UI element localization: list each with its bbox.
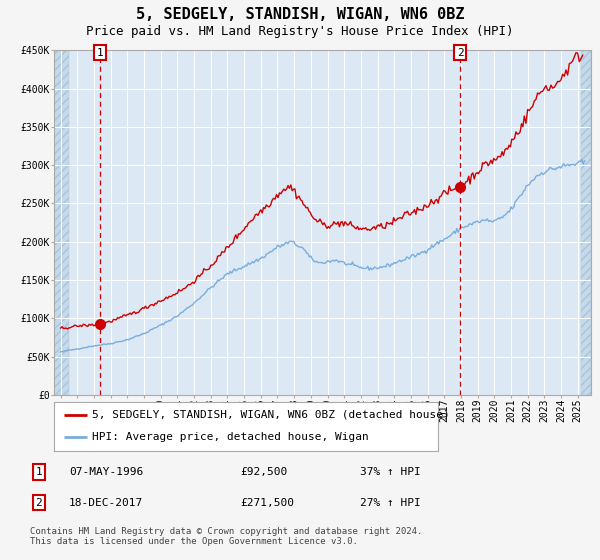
- Text: £271,500: £271,500: [240, 498, 294, 507]
- Text: Contains HM Land Registry data © Crown copyright and database right 2024.
This d: Contains HM Land Registry data © Crown c…: [30, 526, 422, 546]
- Text: 1: 1: [97, 48, 103, 58]
- Text: 2: 2: [457, 48, 464, 58]
- Text: 2: 2: [35, 498, 43, 507]
- Text: 07-MAY-1996: 07-MAY-1996: [69, 467, 143, 477]
- Text: 27% ↑ HPI: 27% ↑ HPI: [360, 498, 421, 507]
- Text: 18-DEC-2017: 18-DEC-2017: [69, 498, 143, 507]
- Text: 1: 1: [35, 467, 43, 477]
- Text: £92,500: £92,500: [240, 467, 287, 477]
- Text: 5, SEDGELY, STANDISH, WIGAN, WN6 0BZ (detached house): 5, SEDGELY, STANDISH, WIGAN, WN6 0BZ (de…: [92, 410, 450, 420]
- Text: Price paid vs. HM Land Registry's House Price Index (HPI): Price paid vs. HM Land Registry's House …: [86, 25, 514, 38]
- Text: 37% ↑ HPI: 37% ↑ HPI: [360, 467, 421, 477]
- Text: HPI: Average price, detached house, Wigan: HPI: Average price, detached house, Wiga…: [92, 432, 369, 442]
- Text: 5, SEDGELY, STANDISH, WIGAN, WN6 0BZ: 5, SEDGELY, STANDISH, WIGAN, WN6 0BZ: [136, 7, 464, 22]
